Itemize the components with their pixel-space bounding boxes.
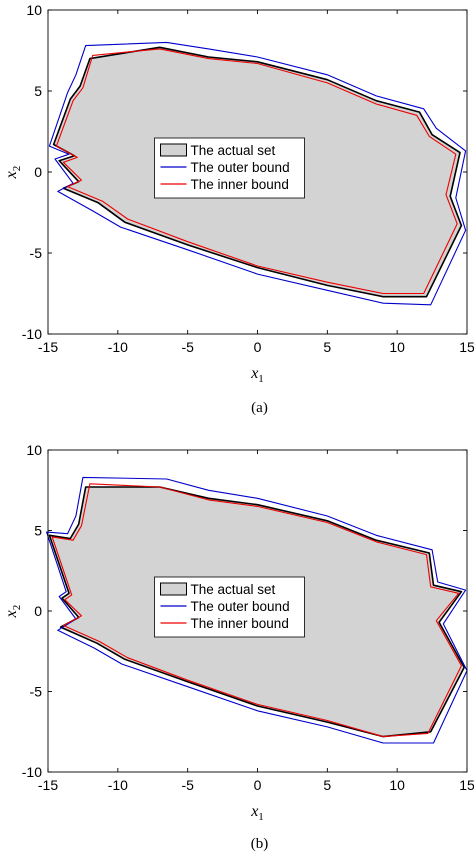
legend: The actual set The outer bound The inner b… bbox=[154, 576, 305, 638]
inner-bound-line bbox=[55, 48, 458, 295]
x-tick-label: -10 bbox=[108, 339, 128, 355]
x-tick-label: 5 bbox=[323, 777, 331, 793]
legend-label: The outer bound bbox=[191, 160, 290, 175]
x-tick-label: -10 bbox=[108, 777, 128, 793]
x-tick-label: 15 bbox=[459, 339, 474, 355]
x-axis-label: x1 bbox=[250, 365, 264, 385]
y-axis-label: x2 bbox=[3, 166, 23, 180]
y-tick-label: 0 bbox=[34, 603, 42, 619]
y-tick-label: -10 bbox=[22, 326, 42, 342]
x-tick-label: 0 bbox=[254, 777, 262, 793]
legend-label: The inner bound bbox=[191, 177, 289, 192]
panel-caption: (a) bbox=[251, 400, 268, 416]
legend-label: The inner bound bbox=[191, 616, 289, 631]
x-tick-label: 10 bbox=[389, 339, 405, 355]
legend-label: The actual set bbox=[191, 582, 276, 597]
x-tick-label: 10 bbox=[389, 777, 405, 793]
y-tick-label: 10 bbox=[26, 2, 42, 18]
x-tick-label: -15 bbox=[38, 339, 58, 355]
x-tick-label: 0 bbox=[254, 339, 262, 355]
x-tick-label: -5 bbox=[181, 777, 194, 793]
y-axis-label: x2 bbox=[3, 605, 23, 619]
x-axis-label: x1 bbox=[250, 803, 264, 823]
y-tick-label: -10 bbox=[22, 764, 42, 780]
y-tick-label: 0 bbox=[34, 164, 42, 180]
x-tick-label: 15 bbox=[459, 777, 474, 793]
x-tick-label: -5 bbox=[181, 339, 194, 355]
y-tick-label: 5 bbox=[34, 523, 42, 539]
legend: The actual set The outer bound The inner b… bbox=[154, 137, 305, 199]
y-tick-label: -5 bbox=[30, 684, 43, 700]
outer-bound-line bbox=[48, 41, 467, 306]
y-tick-label: -5 bbox=[30, 245, 43, 261]
y-tick-label: 5 bbox=[34, 83, 42, 99]
legend-swatch-actual-set bbox=[160, 143, 187, 157]
x-tick-label: 5 bbox=[323, 339, 331, 355]
legend-label: The outer bound bbox=[191, 599, 290, 614]
legend-swatch-actual-set bbox=[160, 582, 187, 596]
outer-bound-line bbox=[46, 476, 468, 744]
x-tick-label: -15 bbox=[38, 777, 58, 793]
inner-bound-line bbox=[51, 483, 462, 738]
y-tick-label: 10 bbox=[26, 442, 42, 458]
panel-caption: (b) bbox=[251, 836, 269, 852]
legend-label: The actual set bbox=[191, 143, 276, 158]
